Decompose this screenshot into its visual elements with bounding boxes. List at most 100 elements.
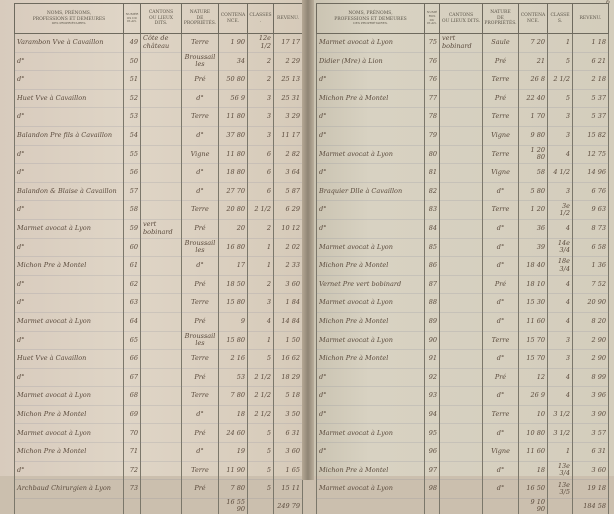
cell-canton xyxy=(140,256,182,276)
table-row: Didier (Mre) à Lion 76 Pré 21 5 6 21 xyxy=(316,52,609,72)
cell-canton xyxy=(439,219,483,239)
cell-nature: d° xyxy=(482,349,519,369)
header-names: NOMS, PRÉNOMS, PROFESSIONS ET DEMEURES DES… xyxy=(316,3,425,34)
table-row: d° 51 Pré 50 80 2 25 13 xyxy=(14,70,303,90)
cell-nature: Terre xyxy=(181,386,219,406)
cell-classe: 4 xyxy=(547,219,573,239)
cell-plan-number: 56 xyxy=(123,163,141,183)
cell-revenu: 20 90 xyxy=(572,293,609,313)
cell-owner-name: d° xyxy=(14,163,124,183)
cell-owner-name: d° xyxy=(14,145,124,165)
cell-contenance: 15 80 xyxy=(218,331,248,351)
cell-canton xyxy=(439,423,483,444)
table-row: d° 83 Terre 1 20 3e 1/2 9 63 xyxy=(316,200,609,220)
cell-owner-name: d° xyxy=(14,368,124,388)
cell-plan-number: 81 xyxy=(424,163,440,183)
cell-classe: 2 1/2 xyxy=(247,405,274,425)
cell-owner-name: Marmet avocat à Lyon xyxy=(316,293,425,313)
cell-classe: 3 xyxy=(547,349,573,369)
cell-nature: Vigne xyxy=(482,442,519,462)
cell-plan-number: 71 xyxy=(123,442,141,462)
cell-nature: d° xyxy=(181,126,219,146)
total-owner-name xyxy=(316,497,425,514)
cell-revenu: 3 50 xyxy=(273,405,303,425)
total-revenu: 249 79 xyxy=(273,497,303,514)
cell-revenu: 2 02 xyxy=(273,238,303,258)
cell-plan-number: 91 xyxy=(424,349,440,369)
cell-nature: d° xyxy=(482,256,519,276)
cell-contenance: 10 xyxy=(518,405,548,425)
table-row: Marmet avocat à Lyon 80 Terre 1 20 80 4 12 75 xyxy=(316,145,609,165)
header-cantons: CANTONS OU LIEUX DITS. xyxy=(140,3,182,34)
cell-classe: 3 xyxy=(247,89,274,109)
table-row: Marmet avocat à Lyon 59 vert bobinard Pré 20… xyxy=(14,219,303,239)
cell-owner-name: Marmet avocat à Lyon xyxy=(316,145,425,165)
cell-plan-number: 92 xyxy=(424,368,440,388)
cell-nature: Pré xyxy=(181,275,219,295)
table-row: d° 56 d° 18 80 6 3 64 xyxy=(14,163,303,183)
cell-contenance: 39 xyxy=(518,238,548,258)
cell-contenance: 50 80 xyxy=(218,70,248,90)
cell-revenu: 5 18 xyxy=(273,386,303,406)
cell-canton xyxy=(140,238,182,258)
cell-revenu: 15 82 xyxy=(572,126,609,146)
cell-classe: 5 xyxy=(547,89,573,109)
cell-owner-name: Vernet Pre vert bobinard xyxy=(316,275,425,295)
table-row: Varambon Vve à Cavaillon 49 Côte de châtea… xyxy=(14,33,303,53)
cell-classe: 6 xyxy=(247,182,274,202)
cell-owner-name: Marmet avocat à Lyon xyxy=(316,33,425,53)
cell-nature: Vigne xyxy=(482,126,519,146)
table-row: d° 53 Terre 11 80 3 3 29 xyxy=(14,107,303,127)
cell-revenu: 6 29 xyxy=(273,200,303,220)
cell-plan-number: 65 xyxy=(123,331,141,351)
table-row: d° 60 Broussailles 16 80 1 2 02 xyxy=(14,238,303,258)
cell-canton xyxy=(439,70,483,90)
header-row: NOMS, PRÉNOMS, PROFESSIONS ET DEMEURES DES… xyxy=(316,3,609,34)
cell-owner-name: d° xyxy=(316,219,425,239)
cell-canton xyxy=(140,349,182,369)
cell-contenance: 15 30 xyxy=(518,293,548,313)
cell-nature: d° xyxy=(482,461,519,481)
cell-plan-number: 79 xyxy=(424,126,440,146)
cell-canton xyxy=(140,107,182,127)
cell-contenance: 15 70 xyxy=(518,331,548,351)
cell-plan-number: 78 xyxy=(424,107,440,127)
cell-contenance: 18 40 xyxy=(518,256,548,276)
cell-canton xyxy=(439,405,483,425)
cell-canton xyxy=(140,442,182,462)
cell-contenance: 15 80 xyxy=(218,293,248,313)
table-row: d° 81 Vigne 58 4 1/2 14 96 xyxy=(316,163,609,183)
cell-canton xyxy=(140,163,182,183)
cell-nature: Broussailles xyxy=(181,238,219,258)
cell-classe: 2 1/2 xyxy=(547,70,573,90)
cell-classe: 5 xyxy=(247,479,274,499)
cell-revenu: 7 52 xyxy=(572,275,609,295)
table-row: d° 94 Terre 10 3 1/2 3 90 xyxy=(316,405,609,425)
cell-nature: d° xyxy=(482,423,519,444)
cell-classe: 3 1/2 xyxy=(547,423,573,444)
cell-canton xyxy=(439,182,483,202)
cell-contenance: 1 20 80 xyxy=(518,145,548,165)
cell-nature: d° xyxy=(482,293,519,313)
table-row: d° 78 Terre 1 70 3 5 37 xyxy=(316,107,609,127)
cell-nature: d° xyxy=(181,163,219,183)
cell-revenu: 14 96 xyxy=(572,163,609,183)
cell-nature: Vigne xyxy=(482,163,519,183)
cell-plan-number: 77 xyxy=(424,89,440,109)
total-owner-name xyxy=(14,497,124,514)
cell-plan-number: 49 xyxy=(123,33,141,53)
cell-owner-name: Michon Pre à Montel xyxy=(316,461,425,481)
cell-plan-number: 62 xyxy=(123,275,141,295)
total-classe xyxy=(247,497,274,514)
cell-revenu: 3 60 xyxy=(273,442,303,462)
book-gutter xyxy=(302,0,314,480)
table-row: Michon Pre à Montel 77 Pré 22 40 5 5 37 xyxy=(316,89,609,109)
cell-revenu: 2 18 xyxy=(572,70,609,90)
cell-contenance: 56 9 xyxy=(218,89,248,109)
cell-canton xyxy=(140,461,182,481)
cell-revenu: 3 60 xyxy=(273,275,303,295)
table-row: Balandon Pre fils à Cavaillon 54 d° 37 80 3 1… xyxy=(14,126,303,146)
table-row: Marmet avocat à Lyon 95 d° 10 80 3 1/2 3 57 xyxy=(316,423,609,444)
cell-plan-number: 75 xyxy=(424,33,440,53)
cell-plan-number: 95 xyxy=(424,423,440,444)
